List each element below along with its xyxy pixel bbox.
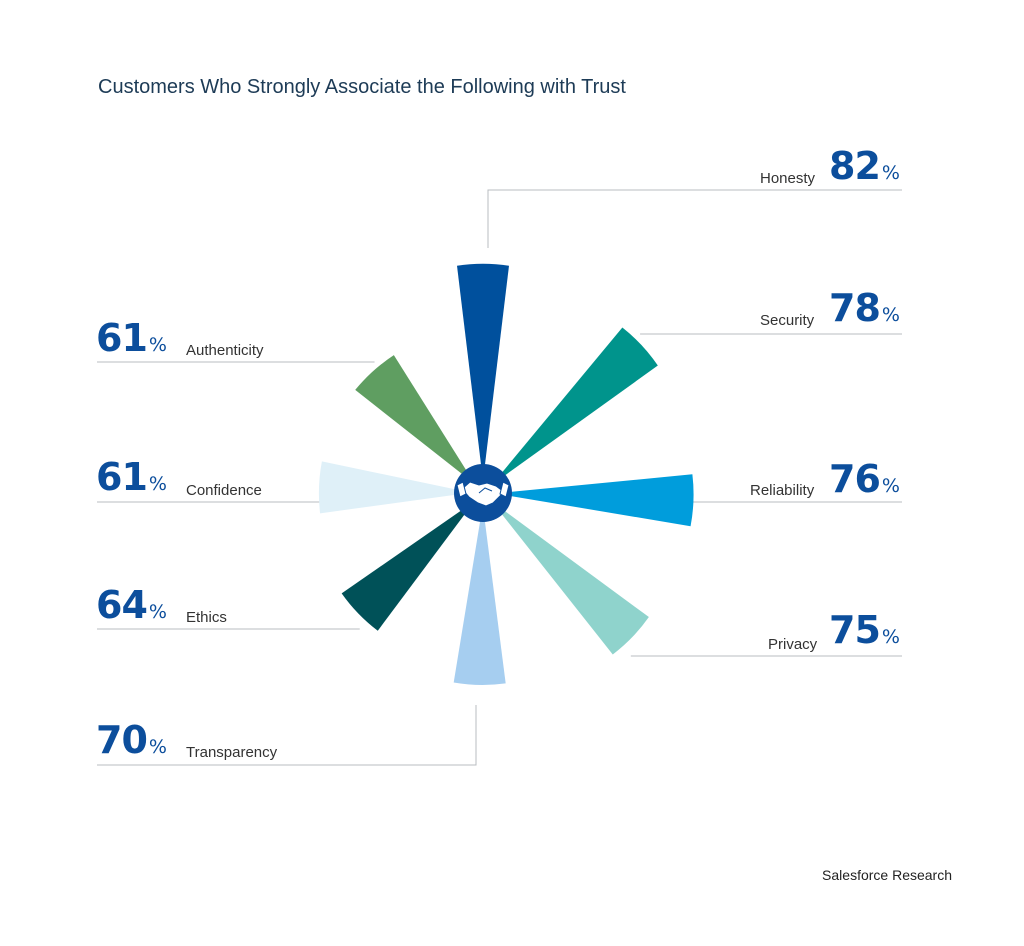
value-label-transparency: 70% <box>96 718 167 762</box>
percent-sign: % <box>148 736 167 758</box>
value-label-confidence: 61% <box>96 455 167 499</box>
percent-sign: % <box>148 601 167 623</box>
value-number: 82 <box>829 144 881 188</box>
value-number: 61 <box>96 455 148 499</box>
spoke-honesty <box>457 263 509 481</box>
value-number: 75 <box>829 608 881 652</box>
leader-lines <box>97 189 902 766</box>
leader-line-honesty <box>487 189 902 248</box>
handshake-icon <box>456 481 510 507</box>
category-label-security: Security <box>760 312 815 329</box>
category-label-privacy: Privacy <box>768 636 818 653</box>
value-number: 64 <box>96 583 148 627</box>
value-label-reliability: 76% <box>829 457 900 501</box>
value-number: 78 <box>829 286 881 330</box>
category-label-transparency: Transparency <box>186 744 278 761</box>
spoke-ethics <box>341 501 475 631</box>
category-label-reliability: Reliability <box>750 482 815 499</box>
category-label-authenticity: Authenticity <box>186 342 264 359</box>
value-label-authenticity: 61% <box>96 316 167 360</box>
value-label-privacy: 75% <box>829 608 900 652</box>
percent-sign: % <box>881 626 900 648</box>
spoke-transparency <box>453 504 506 685</box>
percent-sign: % <box>881 162 900 184</box>
value-label-ethics: 64% <box>96 583 167 627</box>
center-hub <box>454 464 512 522</box>
spoke-security <box>491 327 658 485</box>
spoke-reliability <box>494 474 694 527</box>
percent-sign: % <box>881 304 900 326</box>
value-label-security: 78% <box>829 286 900 330</box>
value-number: 70 <box>96 718 148 762</box>
percent-sign: % <box>881 475 900 497</box>
leader-line-transparency <box>97 705 477 766</box>
category-label-honesty: Honesty <box>760 170 816 187</box>
category-label-ethics: Ethics <box>186 609 227 626</box>
value-number: 61 <box>96 316 148 360</box>
percent-sign: % <box>148 334 167 356</box>
spoke-authenticity <box>355 355 475 485</box>
spoke-privacy <box>491 501 649 655</box>
chart-title: Customers Who Strongly Associate the Fol… <box>98 76 626 98</box>
spoke-confidence <box>318 461 472 514</box>
chart-spokes <box>318 263 694 685</box>
category-label-confidence: Confidence <box>186 482 262 499</box>
source-credit: Salesforce Research <box>822 867 952 883</box>
value-label-honesty: 82% <box>829 144 900 188</box>
value-number: 76 <box>829 457 881 501</box>
percent-sign: % <box>148 473 167 495</box>
